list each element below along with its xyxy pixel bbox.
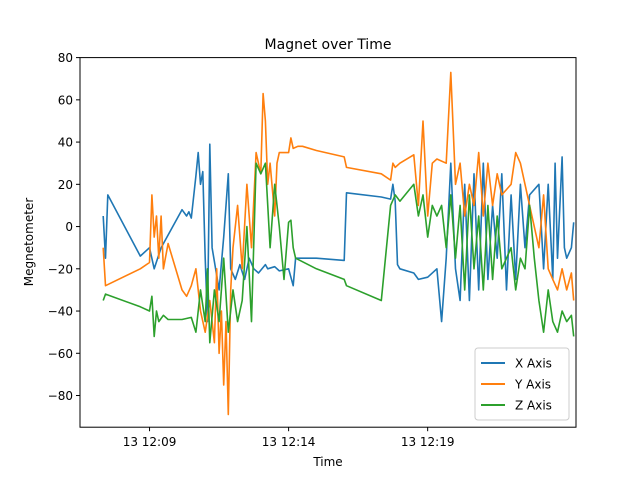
x-tick-label: 13 12:09 [123,435,177,449]
legend-box [474,347,570,421]
legend-label: Y Axis [514,378,551,392]
series-layer [102,71,575,416]
y-tick-label: −80 [48,389,73,403]
y-tick-label: 20 [58,178,73,192]
chart-title: Magnet over Time [265,37,392,53]
y-tick-label: −40 [48,305,73,319]
y-tick-label: 80 [58,51,73,65]
legend-label: Z Axis [515,399,552,413]
series-line-3 [102,162,575,344]
x-tick-label: 13 12:19 [401,435,455,449]
x-axis-ticks: 13 12:09 13 12:14 13 12:19 [123,427,455,449]
series-line-1 [102,143,575,323]
y-tick-label: 40 [58,136,73,150]
y-tick-label: −20 [48,262,73,276]
y-axis-ticks: 80 60 40 20 0 −20 −40 −60 −80 [48,51,80,403]
x-axis-label: Time [312,455,342,469]
plot-frame [79,57,577,428]
legend: X Axis Y Axis Z Axis [474,347,570,421]
x-tick-label: 13 12:14 [262,435,316,449]
y-axis-label: Megnetometer [22,198,36,287]
y-tick-label: 60 [58,93,73,107]
legend-label: X Axis [515,357,552,371]
y-tick-label: −60 [48,347,73,361]
y-tick-label: 0 [65,220,73,234]
series-line-2 [102,71,575,416]
